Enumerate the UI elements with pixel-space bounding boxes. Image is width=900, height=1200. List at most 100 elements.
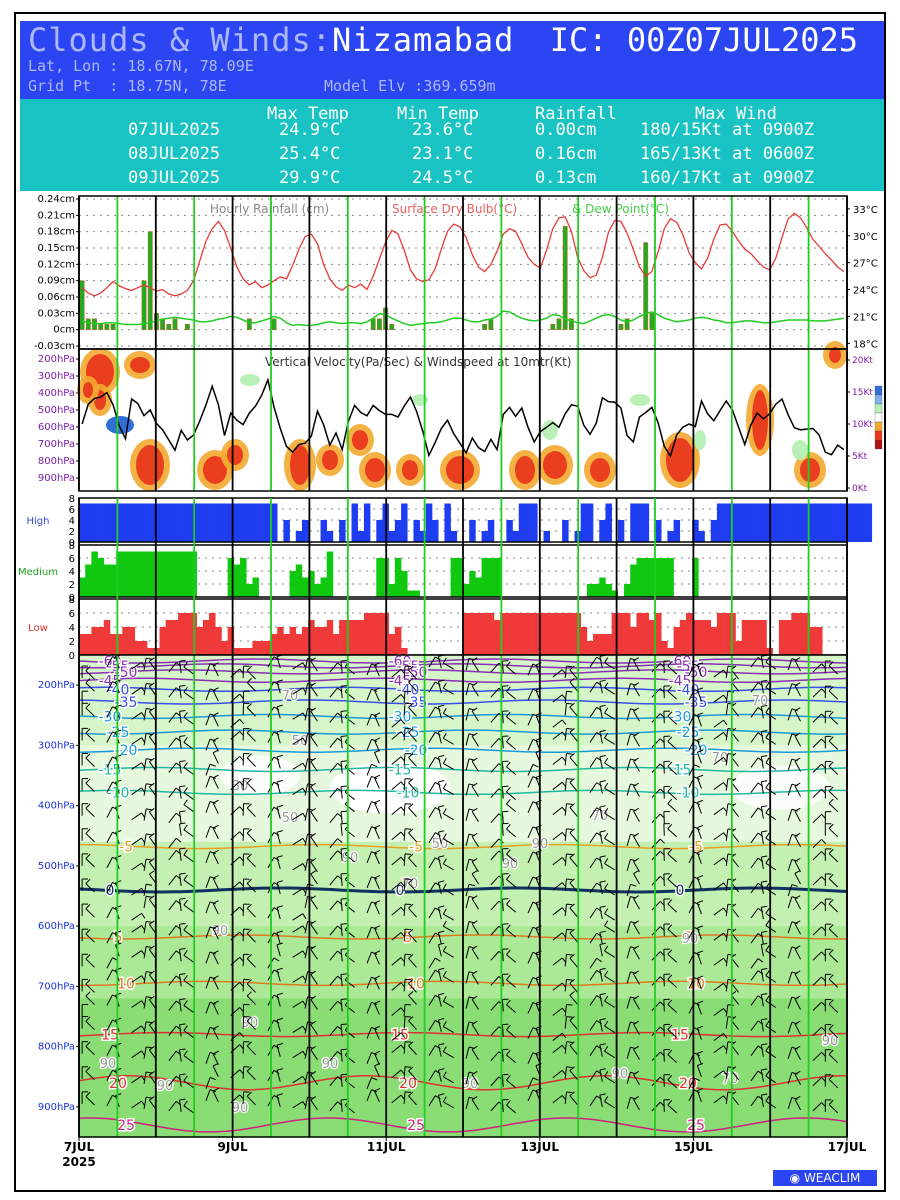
vv-contour — [365, 458, 385, 482]
wind-barb-flag — [828, 949, 834, 955]
cloud-bar-low — [97, 627, 105, 655]
wind-barb — [212, 1028, 219, 1040]
wind-barb — [131, 661, 142, 670]
wind-barb — [437, 781, 442, 794]
cloud-bar-high — [735, 503, 743, 542]
wind-barb — [760, 656, 764, 669]
wind-barb — [490, 713, 500, 723]
wind-barb — [183, 1055, 194, 1064]
wind-barb — [564, 853, 567, 866]
wind-barb-flag — [273, 957, 280, 962]
wind-barb — [604, 950, 616, 958]
rain-bar — [618, 323, 624, 330]
wind-barb — [725, 954, 729, 967]
wind-barb — [471, 685, 479, 697]
wind-barb-flag — [630, 883, 637, 887]
wind-barb-flag — [471, 858, 478, 863]
p2-left-tick: 500hPa — [38, 405, 75, 416]
wind-barb — [794, 1023, 801, 1035]
cloud-bar-low — [611, 613, 619, 655]
wind-barb-flag — [408, 803, 414, 809]
wind-barb-flag — [727, 1016, 734, 1019]
wind-barb — [443, 788, 454, 796]
cloud-bar-low — [401, 648, 408, 655]
wind-barb-flag — [146, 758, 153, 761]
wind-barb — [527, 826, 534, 838]
wind-barb-flag — [794, 895, 801, 899]
p1-right-tick: 24°C — [853, 286, 878, 297]
cloud-bar-low — [481, 613, 489, 655]
wind-barb — [292, 837, 304, 846]
vv-contour — [829, 347, 841, 363]
wind-barb-flag — [727, 853, 734, 856]
cloud-bar-low — [271, 634, 278, 655]
wind-barb — [599, 1044, 603, 1057]
wind-barb — [85, 707, 95, 717]
wind-barb — [85, 1020, 95, 1030]
cloud-bar-low — [363, 613, 371, 655]
panel-border — [78, 348, 848, 492]
humidity-label: 90 — [462, 1077, 479, 1092]
wind-barb — [408, 882, 417, 893]
wind-barb-flag — [566, 690, 573, 693]
wind-barb — [750, 732, 759, 743]
wind-barb — [812, 788, 822, 798]
wind-barb — [212, 690, 219, 702]
wind-barb — [760, 932, 764, 945]
isotherm-label: -10 — [397, 785, 420, 801]
wind-barb-flag — [183, 712, 188, 718]
wind-barb — [501, 811, 504, 824]
wind-barb — [471, 1074, 479, 1086]
wind-barb — [428, 656, 436, 668]
wind-barb — [131, 687, 142, 695]
wind-barb-flag — [599, 805, 606, 808]
wind-barb — [143, 1021, 147, 1034]
vv-contour — [290, 445, 310, 485]
wind-barb-flag — [276, 905, 283, 909]
wind-barb — [626, 921, 631, 934]
p1-right-tick: 21°C — [853, 312, 878, 323]
wind-barb — [713, 1045, 724, 1054]
wind-barb-flag — [697, 774, 704, 778]
wind-barb — [651, 788, 661, 798]
wind-barb-flag — [561, 719, 567, 725]
cloud-tick: 8 — [69, 541, 75, 552]
cloud-bar-high — [363, 503, 371, 542]
wind-barb — [667, 1029, 678, 1038]
wind-barb — [604, 1101, 616, 1109]
cloud-bar-low — [778, 620, 786, 655]
wind-barb — [374, 715, 380, 727]
cloud-bar-low — [388, 634, 396, 655]
wind-barb — [787, 946, 793, 959]
rain-bar — [104, 323, 110, 330]
wind-barb-flag — [179, 735, 186, 737]
wind-barb-flag — [633, 858, 639, 862]
wind-barb — [205, 1052, 211, 1064]
wind-barb-flag — [599, 1068, 606, 1071]
p2-right-tick: 0Kt — [852, 484, 868, 494]
wind-barb — [304, 708, 309, 721]
wind-barb — [276, 756, 281, 769]
wind-barb-flag — [146, 971, 153, 974]
wind-barb — [812, 851, 822, 861]
wind-barb — [696, 1053, 702, 1065]
wind-barb — [794, 923, 801, 935]
wind-barb-flag — [340, 973, 347, 975]
cloud-bar-high — [630, 503, 637, 542]
wind-barb — [651, 976, 661, 986]
wind-barb — [391, 856, 402, 866]
wind-barb — [667, 1054, 678, 1064]
isotherm-label: -15 — [389, 762, 412, 778]
cloud-bar-low — [140, 641, 148, 655]
wind-barb-flag — [374, 662, 381, 666]
wind-barb — [212, 877, 219, 890]
cloud-bar-medium — [463, 584, 470, 597]
wind-barb — [501, 999, 504, 1012]
wind-barb — [750, 857, 759, 869]
wind-barb — [696, 752, 702, 764]
wind-barb-flag — [374, 900, 381, 904]
isotherm-label: -30 — [669, 709, 692, 725]
wind-barb-flag — [532, 1077, 539, 1081]
wind-barb — [304, 859, 309, 871]
wind-barb — [292, 975, 304, 983]
